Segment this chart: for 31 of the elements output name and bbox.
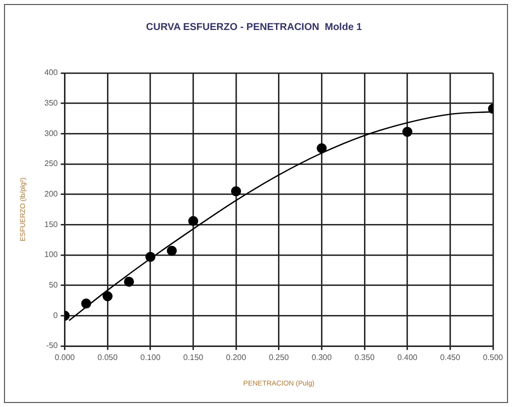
point [145,252,156,262]
x-tick-label: 0.500 [482,353,504,362]
x-tick-label: 0.050 [98,353,118,362]
point [231,186,242,196]
point [124,276,134,287]
point [402,126,412,137]
y-tick-label: 400 [44,68,58,78]
y-tick-label: 200 [44,190,58,199]
y-tick-label: 250 [44,159,58,168]
x-tick-label: 0.350 [354,353,376,362]
point [316,143,327,154]
x-tick-label: 0.250 [268,353,290,362]
y-tick-label: 0 [53,310,58,320]
x-tick-label: 0.400 [397,353,418,362]
point [188,216,198,226]
x-tick-label: 0.150 [183,353,204,362]
x-tick-label: 0.000 [54,353,76,362]
chart-title: CURVA ESFUERZO - PENETRACION Molde 1 [146,22,362,33]
y-tick-label: 300 [44,128,58,138]
x-tick-label: 0.100 [140,353,161,362]
point [102,291,113,302]
y-tick-label: 350 [44,98,58,108]
y-tick-label: 50 [48,280,58,290]
point [81,298,92,309]
y-tick-label: 100 [44,250,58,260]
x-tick-label: 0.300 [312,353,332,362]
x-tick-label: 0.200 [226,353,247,362]
y-tick-label: -50 [46,341,58,350]
point [166,246,177,256]
x-tick-label: 0.450 [440,353,461,362]
y-tick-label: 150 [44,220,58,229]
